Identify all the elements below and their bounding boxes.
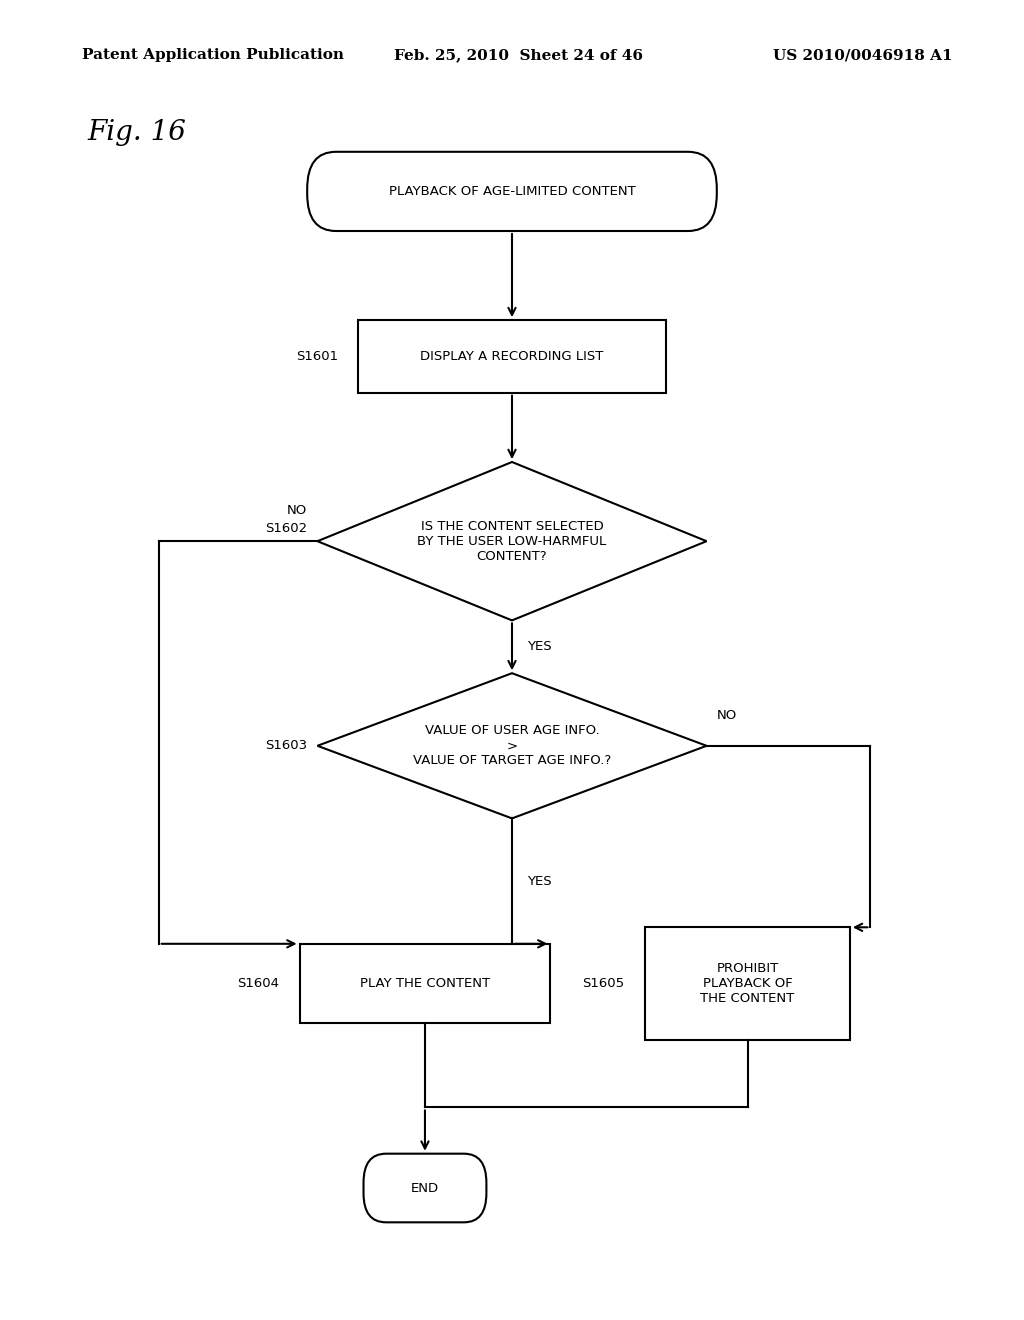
FancyBboxPatch shape — [307, 152, 717, 231]
Text: IS THE CONTENT SELECTED
BY THE USER LOW-HARMFUL
CONTENT?: IS THE CONTENT SELECTED BY THE USER LOW-… — [418, 520, 606, 562]
Text: S1604: S1604 — [237, 977, 279, 990]
Bar — [645, 927, 850, 1040]
Text: PLAY THE CONTENT: PLAY THE CONTENT — [359, 977, 490, 990]
Text: VALUE OF USER AGE INFO.
>
VALUE OF TARGET AGE INFO.?: VALUE OF USER AGE INFO. > VALUE OF TARGE… — [413, 725, 611, 767]
Text: S1603: S1603 — [265, 739, 307, 752]
Text: NO: NO — [287, 504, 307, 517]
Text: Patent Application Publication: Patent Application Publication — [82, 49, 344, 62]
Polygon shape — [317, 462, 707, 620]
Text: YES: YES — [527, 875, 552, 887]
Text: Feb. 25, 2010  Sheet 24 of 46: Feb. 25, 2010 Sheet 24 of 46 — [394, 49, 643, 62]
Text: DISPLAY A RECORDING LIST: DISPLAY A RECORDING LIST — [420, 350, 604, 363]
Text: PROHIBIT
PLAYBACK OF
THE CONTENT: PROHIBIT PLAYBACK OF THE CONTENT — [700, 962, 795, 1005]
Text: S1601: S1601 — [296, 350, 338, 363]
Text: S1605: S1605 — [583, 977, 625, 990]
Text: PLAYBACK OF AGE-LIMITED CONTENT: PLAYBACK OF AGE-LIMITED CONTENT — [389, 185, 635, 198]
Text: S1602: S1602 — [265, 521, 307, 535]
Text: YES: YES — [527, 640, 552, 653]
Polygon shape — [317, 673, 707, 818]
Text: END: END — [411, 1181, 439, 1195]
Text: US 2010/0046918 A1: US 2010/0046918 A1 — [773, 49, 952, 62]
Bar — [299, 944, 551, 1023]
Bar — [358, 319, 666, 393]
Text: Fig. 16: Fig. 16 — [87, 119, 186, 145]
FancyBboxPatch shape — [364, 1154, 486, 1222]
Text: NO: NO — [717, 709, 737, 722]
